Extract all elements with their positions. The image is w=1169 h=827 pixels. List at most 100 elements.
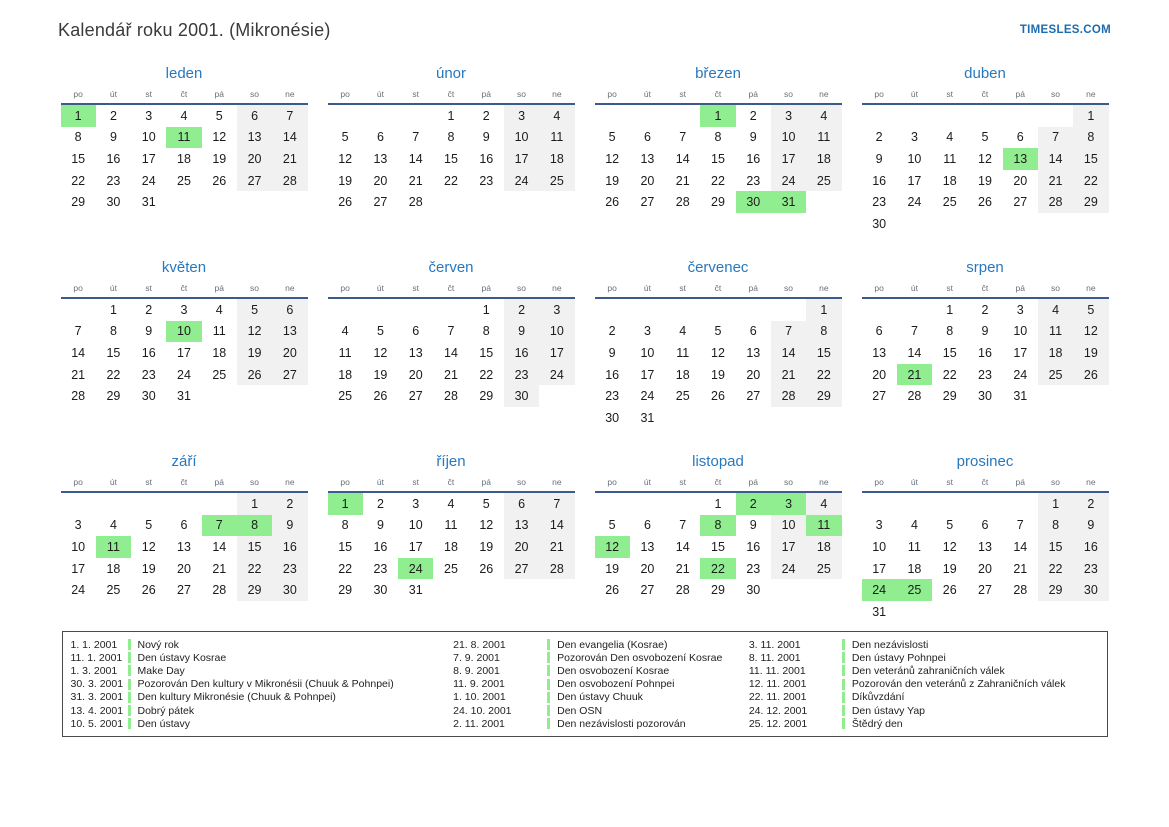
- page-title: Kalendář roku 2001. (Mikronésie): [58, 20, 331, 40]
- day-cell: 13: [272, 320, 308, 343]
- day-cell: 8: [1073, 126, 1109, 149]
- weekday-header: po: [594, 283, 630, 299]
- day-cell: 20: [408, 367, 423, 382]
- day-cell: 1: [946, 302, 954, 317]
- day-cell: 27: [1013, 195, 1028, 210]
- holiday-marker-icon: [127, 718, 131, 730]
- day-cell: 27: [872, 389, 887, 404]
- holiday-marker-icon: [547, 678, 551, 690]
- holiday-marker-icon: [127, 639, 131, 651]
- weekday-header: ne: [539, 89, 575, 105]
- day-cell: 15: [806, 342, 842, 364]
- day-cell: 26: [711, 389, 725, 404]
- week-row: 31: [862, 601, 1109, 623]
- holiday-marker-icon: [841, 718, 845, 730]
- month-11: listopad po út st čt pá so ne 1 2 3 4 5 6 7 8 9 10 11 12 13 1…: [594, 453, 842, 622]
- day-cell: 6: [643, 518, 651, 533]
- holiday-date: 3. 11. 2001: [748, 638, 801, 651]
- site-link[interactable]: TIMESLES.COM: [1019, 24, 1111, 36]
- day-cell: 29: [106, 389, 121, 404]
- holiday-date: 2. 11. 2001: [453, 717, 505, 730]
- week-row: 15 16 17 18 19 20 21: [61, 148, 308, 170]
- weekday-header: po: [594, 477, 630, 493]
- day-cell: 15: [106, 345, 121, 360]
- weekday-header: út: [362, 477, 399, 493]
- day-cell: 9: [145, 324, 153, 339]
- day-cell: 20: [503, 536, 540, 558]
- holiday-name: Den ústavy Pohnpei: [851, 651, 946, 664]
- day-cell: 13: [177, 539, 191, 554]
- day-cell: 17: [907, 173, 922, 188]
- holiday-day-cell: 24: [861, 579, 897, 601]
- day-cell: 18: [212, 345, 227, 360]
- day-cell: 10: [872, 539, 887, 554]
- weekday-header: ne: [806, 89, 842, 105]
- empty-cell: [771, 579, 806, 601]
- day-cell: 15: [1037, 536, 1074, 558]
- day-cell: 19: [1073, 342, 1109, 364]
- empty-cell: [595, 298, 630, 321]
- week-row: 22 23 24 25 26 27 28: [328, 557, 575, 580]
- day-cell: 20: [373, 173, 388, 188]
- week-row: 1: [862, 104, 1109, 127]
- empty-cell: [897, 601, 932, 623]
- empty-cell: [967, 492, 1002, 515]
- holiday-marker-icon: [547, 691, 551, 703]
- day-cell: 5: [714, 324, 722, 339]
- holiday-entry: 7. 9. 2001 Pozorován Den osvobození Kosra…: [453, 651, 749, 664]
- holiday-entry: 11. 9. 2001 Den osvobození Pohnpei: [453, 678, 749, 691]
- empty-cell: [932, 601, 967, 623]
- day-cell: 7: [1016, 518, 1024, 533]
- day-cell: 11: [338, 345, 352, 360]
- week-row: 12 13 14 15 16 17 18: [595, 148, 842, 170]
- holiday-legend: 1. 1. 2001 Nový rok 11. 1. 2001 Den ústavy …: [61, 631, 1108, 738]
- holiday-name: Díkůvzdání: [851, 691, 905, 704]
- weekday-header-row: po út st čt pá so ne: [861, 477, 1109, 493]
- empty-cell: [862, 492, 897, 515]
- weekday-header: ne: [272, 477, 308, 493]
- day-cell: 21: [272, 148, 308, 170]
- day-cell: 19: [141, 561, 156, 576]
- holiday-marker-icon: [547, 639, 551, 651]
- day-cell: 14: [408, 151, 423, 166]
- month-9: září po út st čt pá so ne 1 2 3 4 5 6 7 8 9 10 11 12 13 14 15 1…: [60, 453, 308, 622]
- holiday-name: Den ústavy Chuuk: [557, 691, 643, 704]
- day-cell: 22: [1073, 169, 1109, 192]
- week-row: 24 25 26 27 28 29 30: [61, 579, 308, 601]
- holiday-entry: 1. 3. 2001 Make Day: [71, 664, 454, 677]
- weekday-header: pá: [468, 283, 504, 299]
- week-row: 25 26 27 28 29 30: [328, 385, 575, 407]
- empty-cell: [539, 191, 574, 213]
- day-cell: 20: [1013, 173, 1028, 188]
- weekday-header: st: [665, 477, 701, 493]
- weekday-header: čt: [433, 89, 469, 105]
- day-cell: 20: [640, 561, 655, 576]
- weekday-header: čt: [433, 477, 469, 493]
- day-cell: 29: [1073, 191, 1109, 213]
- day-cell: 16: [746, 151, 761, 166]
- holiday-day-cell: 11: [806, 514, 842, 537]
- day-cell: 16: [106, 151, 121, 166]
- empty-cell: [630, 104, 665, 127]
- day-cell: 16: [605, 367, 620, 382]
- empty-cell: [630, 298, 665, 321]
- day-cell: 4: [679, 324, 687, 339]
- day-cell: 4: [180, 108, 188, 123]
- weekday-header: út: [629, 89, 666, 105]
- day-cell: 2: [482, 108, 490, 123]
- empty-cell: [131, 492, 166, 515]
- day-cell: 22: [236, 557, 273, 580]
- empty-cell: [771, 298, 806, 321]
- day-cell: 7: [447, 324, 455, 339]
- holiday-day-cell: 8: [700, 514, 736, 537]
- weekday-header: pá: [201, 477, 237, 493]
- week-row: 23 24 25 26 27 28 29: [862, 191, 1109, 213]
- holiday-entry: 2. 11. 2001 Den nezávislosti pozorován: [453, 717, 749, 730]
- holiday-entry: 13. 4. 2001 Dobrý pátek: [71, 704, 454, 717]
- holiday-entry: 3. 11. 2001 Den nezávislosti: [749, 638, 1107, 651]
- day-cell: 10: [907, 151, 922, 166]
- weekday-header: čt: [700, 477, 736, 493]
